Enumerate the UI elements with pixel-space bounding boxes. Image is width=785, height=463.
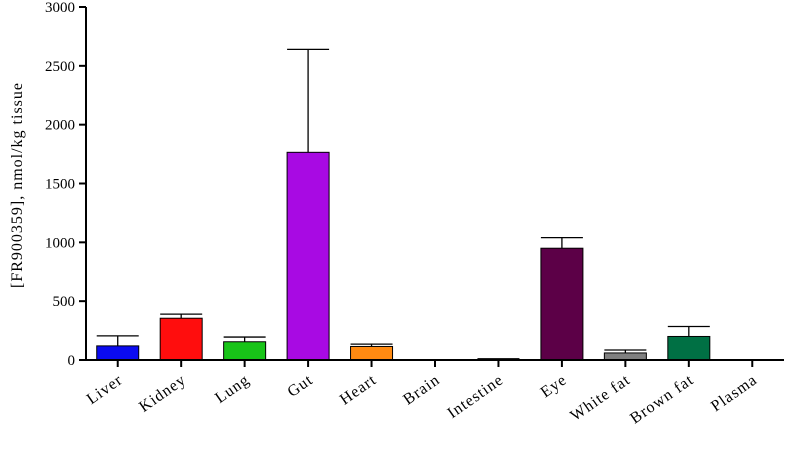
bar-gut (286, 151, 330, 361)
y-tick-label: 1000 (45, 235, 75, 251)
bar-lung (223, 341, 267, 361)
bar-liver (96, 345, 140, 361)
bar-brown-fat (667, 335, 711, 361)
x-tick-label: Plasma (708, 371, 761, 415)
x-tick-label: Kidney (136, 371, 189, 415)
x-tick-label: Liver (84, 371, 126, 408)
x-tick-label: Brown fat (627, 371, 697, 427)
x-tick-label: Lung (212, 371, 253, 407)
y-tick-label: 1500 (45, 177, 75, 193)
x-tick-label: White fat (567, 371, 633, 424)
x-tick-label: Heart (337, 371, 380, 408)
y-tick-label: 0 (68, 353, 76, 369)
x-tick-label: Brain (400, 371, 443, 408)
x-tick-label: Eye (538, 371, 571, 401)
y-tick-label: 2500 (45, 59, 75, 75)
bar-white-fat (603, 352, 647, 361)
y-axis-label: [FR900359], nmol/kg tissue (9, 82, 26, 288)
y-tick-label: 500 (53, 294, 76, 310)
bar-eye (540, 247, 584, 361)
y-tick-label: 3000 (45, 0, 75, 16)
x-tick-label: Intestine (444, 371, 506, 422)
y-tick-label: 2000 (45, 118, 75, 134)
bar-heart (350, 345, 394, 361)
x-tick-label: Gut (285, 371, 317, 400)
bar-kidney (159, 317, 203, 361)
